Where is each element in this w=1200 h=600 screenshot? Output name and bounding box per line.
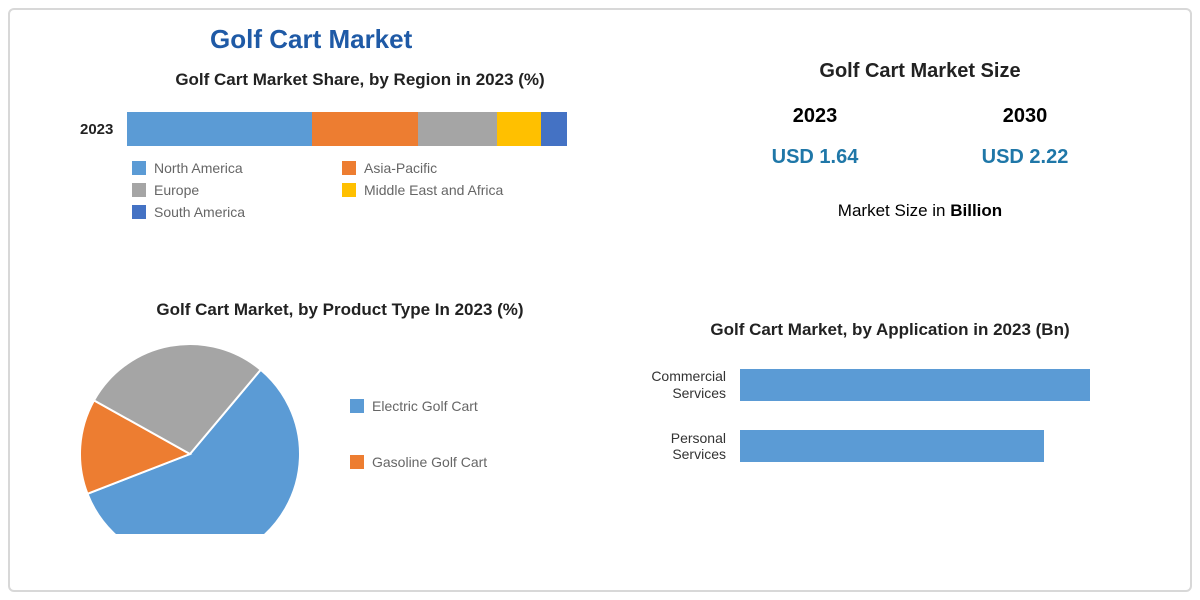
stacked-bar <box>127 112 567 146</box>
size-note-bold: Billion <box>950 201 1002 220</box>
legend-swatch <box>350 399 364 413</box>
share-year-label: 2023 <box>80 121 113 138</box>
size-value-1: USD 2.22 <box>982 146 1069 169</box>
size-value-0: USD 1.64 <box>772 146 859 169</box>
hbar-track <box>740 369 1120 401</box>
pie-title: Golf Cart Market, by Product Type In 202… <box>60 300 620 320</box>
legend-item: Europe <box>132 182 332 198</box>
size-col-0: 2023 USD 1.64 <box>772 105 859 169</box>
stacked-seg <box>497 112 541 146</box>
legend-item: Electric Golf Cart <box>350 398 487 414</box>
hbar-fill <box>740 430 1044 462</box>
legend-label: Gasoline Golf Cart <box>372 454 487 470</box>
hbar-fill <box>740 369 1090 401</box>
size-col-1: 2030 USD 2.22 <box>982 105 1069 169</box>
hbar-label: Commercial Services <box>630 368 740 402</box>
panel-product-type: Golf Cart Market, by Product Type In 202… <box>60 300 620 534</box>
size-year-1: 2030 <box>982 105 1069 128</box>
stacked-seg <box>418 112 497 146</box>
legend-label: Middle East and Africa <box>364 182 503 198</box>
legend-swatch <box>132 161 146 175</box>
pie-chart <box>70 334 310 534</box>
panel-market-share: Golf Cart Market Share, by Region in 202… <box>80 70 640 220</box>
stacked-seg <box>541 112 567 146</box>
legend-label: North America <box>154 160 243 176</box>
pie-clip <box>60 334 320 534</box>
legend-label: Europe <box>154 182 199 198</box>
hbar-row: Personal Services <box>630 430 1150 464</box>
size-note-prefix: Market Size in <box>838 201 950 220</box>
legend-swatch <box>132 205 146 219</box>
size-year-0: 2023 <box>772 105 859 128</box>
legend-label: Electric Golf Cart <box>372 398 478 414</box>
legend-swatch <box>342 161 356 175</box>
legend-item: South America <box>132 204 332 220</box>
legend-item: Asia-Pacific <box>342 160 542 176</box>
size-note: Market Size in Billion <box>710 201 1130 221</box>
main-title: Golf Cart Market <box>210 24 412 55</box>
legend-label: Asia-Pacific <box>364 160 437 176</box>
app-bar-area: Commercial Services Personal Services <box>630 368 1150 463</box>
size-title: Golf Cart Market Size <box>710 60 1130 83</box>
stacked-bar-wrap: 2023 <box>80 112 640 146</box>
legend-label: South America <box>154 204 245 220</box>
panel-application: Golf Cart Market, by Application in 2023… <box>630 320 1150 491</box>
hbar-row: Commercial Services <box>630 368 1150 402</box>
panel-market-size: Golf Cart Market Size 2023 USD 1.64 2030… <box>710 60 1130 221</box>
size-years-row: 2023 USD 1.64 2030 USD 2.22 <box>710 105 1130 169</box>
legend-swatch <box>342 183 356 197</box>
app-title: Golf Cart Market, by Application in 2023… <box>630 320 1150 340</box>
legend-item: Middle East and Africa <box>342 182 542 198</box>
stacked-seg <box>127 112 312 146</box>
stacked-seg <box>312 112 418 146</box>
share-legend: North America Asia-Pacific Europe Middle Ea… <box>132 160 640 220</box>
share-title: Golf Cart Market Share, by Region in 202… <box>80 70 640 90</box>
hbar-label: Personal Services <box>630 430 740 464</box>
legend-swatch <box>132 183 146 197</box>
legend-item: Gasoline Golf Cart <box>350 454 487 470</box>
hbar-track <box>740 430 1120 462</box>
pie-row: Electric Golf Cart Gasoline Golf Cart <box>60 334 620 534</box>
legend-item: North America <box>132 160 332 176</box>
pie-legend: Electric Golf Cart Gasoline Golf Cart <box>350 398 487 470</box>
legend-swatch <box>350 455 364 469</box>
